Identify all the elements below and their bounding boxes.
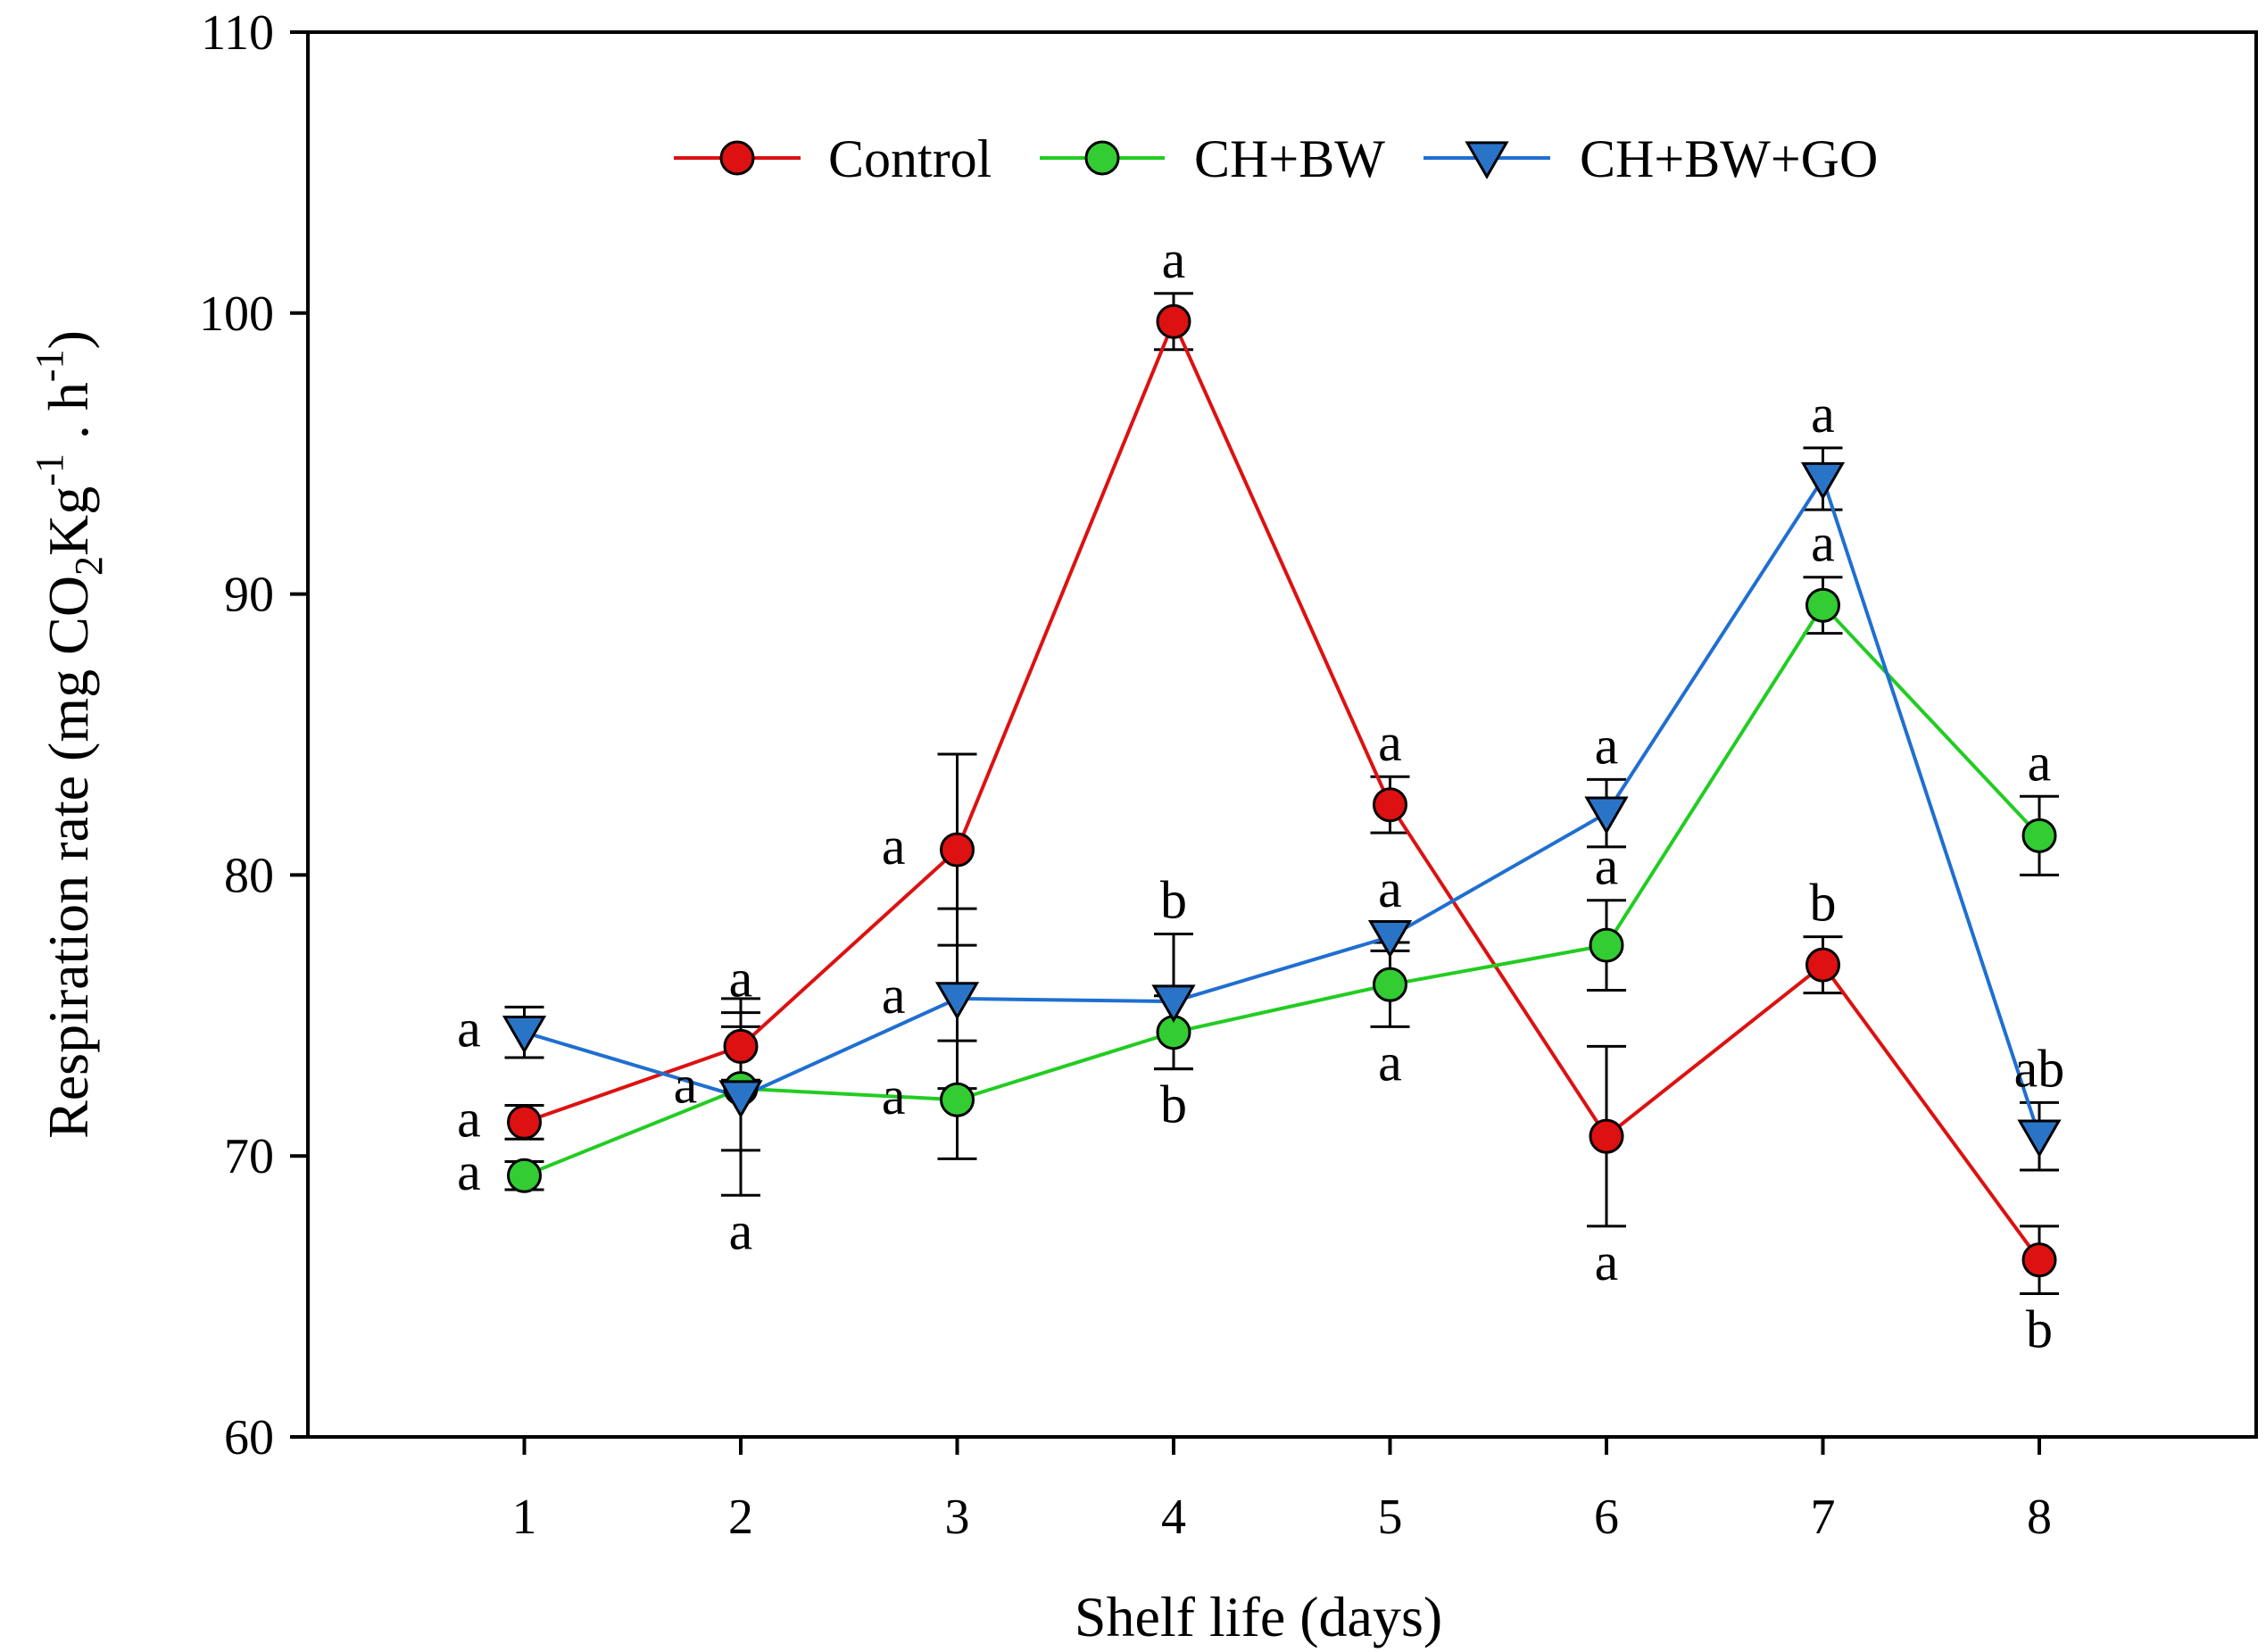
significance-letter: a (1162, 230, 1186, 289)
x-tick-label: 8 (2027, 1490, 2052, 1545)
x-tick-label: 4 (1161, 1490, 1186, 1545)
significance-letter: ab (2014, 1039, 2065, 1098)
data-point (1367, 919, 1413, 959)
data-point (1373, 787, 1407, 823)
data-point (1151, 984, 1196, 1023)
significance-letter: b (1810, 874, 1837, 933)
series-markers-CH+BW (507, 587, 2057, 1193)
significance-letter: a (882, 817, 906, 876)
y-axis-title-superscript-1: -1 (28, 453, 71, 486)
data-point (934, 982, 980, 1020)
significance-letter: a (457, 1089, 481, 1148)
legend-marker (1465, 141, 1509, 179)
y-axis-title-mid2: . h (37, 382, 100, 453)
significance-letter: a (457, 1000, 481, 1058)
data-point (502, 1016, 547, 1054)
y-tick-label: 60 (224, 1410, 274, 1465)
series-markers-Control (507, 303, 2057, 1278)
y-axis-title: Respiration rate (mg CO2Kg-1 . h-1) (28, 330, 111, 1139)
data-point (1805, 587, 1840, 623)
significance-letter: b (1160, 1075, 1187, 1134)
series-line-Control (523, 317, 2041, 1261)
y-tick-label: 90 (224, 568, 274, 623)
significance-letter: a (1811, 385, 1835, 444)
significance-letter: a (457, 1142, 481, 1201)
significance-letter: a (1595, 837, 1619, 896)
data-point (940, 832, 975, 868)
significance-letter: a (729, 950, 753, 1009)
series-line-CH+BW (523, 602, 2041, 1178)
significance-letter: a (729, 1201, 753, 1260)
x-tick-label: 2 (728, 1490, 753, 1545)
significance-letter: a (882, 1067, 906, 1125)
y-axis-title-subscript: 2 (67, 556, 111, 576)
data-point (2021, 818, 2057, 853)
y-tick-label: 100 (199, 286, 274, 342)
legend-marker (719, 140, 755, 176)
x-tick-label: 7 (1811, 1490, 1836, 1545)
significance-letter: a (1595, 1233, 1619, 1291)
significance-letter: b (2026, 1299, 2053, 1358)
x-tick-label: 3 (945, 1490, 970, 1545)
significance-letter: a (2028, 733, 2052, 792)
y-axis-title-mid: Kg (37, 486, 100, 556)
data-point (940, 1082, 975, 1117)
data-point (507, 1158, 542, 1193)
data-point (507, 1104, 542, 1140)
significance-letter: a (1595, 716, 1619, 775)
data-point (1584, 796, 1629, 835)
legend-label: Control (828, 129, 992, 188)
significance-letter: a (674, 1056, 698, 1115)
x-tick-label: 1 (512, 1490, 537, 1545)
significance-letter: b (1160, 871, 1187, 930)
significance-letter: a (1378, 859, 1402, 918)
data-point (2021, 1242, 2057, 1278)
legend: Control CH+BW CH+BW+GO (674, 129, 1878, 188)
legend-entry-CH+BW+GO: CH+BW+GO (1424, 129, 1878, 188)
y-tick-label: 70 (224, 1129, 274, 1184)
y-tick-label: 110 (201, 5, 274, 61)
x-tick-label: 5 (1378, 1490, 1403, 1545)
series-markers-CH+BW+GO (502, 461, 2062, 1158)
significance-letter: a (1378, 713, 1402, 772)
significance-letter: a (1811, 514, 1835, 573)
x-tick-label: 6 (1594, 1490, 1619, 1545)
data-point (1800, 461, 1846, 501)
data-point (1805, 947, 1840, 983)
y-axis-title-superscript-2: -1 (28, 349, 71, 382)
x-axis-title: Shelf life (days) (1075, 1585, 1442, 1648)
significance-letter: a (882, 966, 906, 1025)
y-tick-label: 80 (224, 848, 274, 903)
data-point (1156, 303, 1191, 339)
series-line-CH+BW+GO (523, 474, 2041, 1137)
legend-label: CH+BW+GO (1580, 129, 1878, 188)
data-point (723, 1028, 759, 1064)
data-point (2017, 1119, 2062, 1158)
y-axis-title-prefix: Respiration rate (mg CO (37, 576, 100, 1139)
y-axis-title-suffix: ) (37, 330, 100, 349)
legend-label: CH+BW (1194, 129, 1385, 188)
series-layer (502, 292, 2062, 1295)
data-point (1589, 1118, 1624, 1154)
legend-entry-CH+BW: CH+BW (1040, 129, 1385, 188)
legend-entry-Control: Control (674, 129, 992, 188)
legend-marker (1084, 140, 1120, 176)
axis-ticks: 60 70 80 90 100 110 1 2 3 4 5 6 7 8 (199, 5, 2052, 1545)
data-point (1589, 927, 1624, 963)
data-point (718, 1080, 763, 1118)
significance-letter: a (1378, 1033, 1402, 1092)
data-point (1373, 967, 1407, 1002)
plot-frame (306, 30, 2258, 1439)
